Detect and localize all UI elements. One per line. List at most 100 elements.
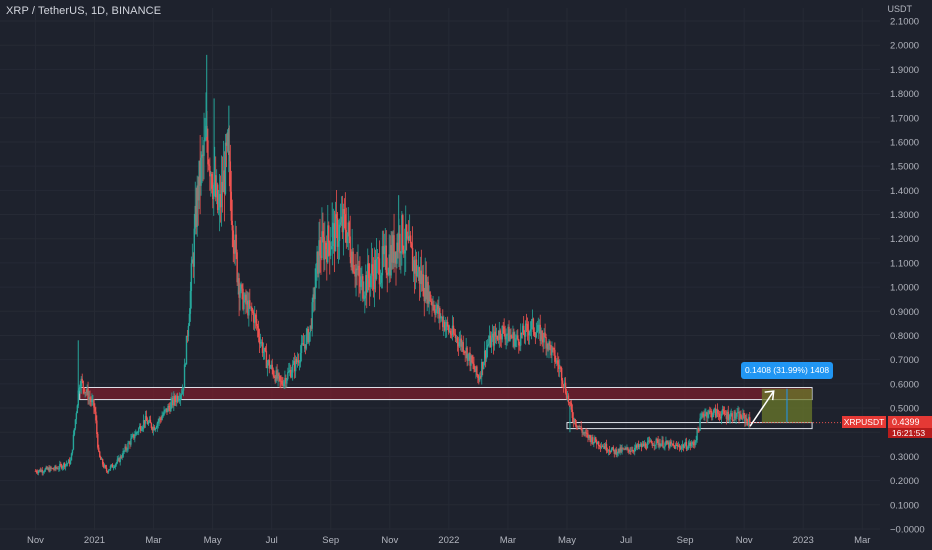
candle-body [197,185,199,201]
candle-body [401,215,403,253]
candle-body [258,336,261,344]
candle-body [61,464,63,469]
candle-body [506,334,508,337]
price-countdown: 16:21:53 [888,428,932,438]
candle-body [210,174,212,177]
candle-body [158,418,160,422]
candle-body [599,446,602,448]
candle-body [651,443,653,446]
resistance-zone[interactable] [79,386,813,401]
candle-body [724,413,727,415]
candle-body [177,395,179,401]
candle-body [417,267,420,272]
candle-body [292,361,295,365]
y-tick-label: 2.1000 [890,17,919,28]
candle-body [691,442,693,445]
candle-body [294,358,297,372]
candle-body [571,409,574,418]
candle-body [43,471,45,473]
candle-body [726,411,729,419]
candle-body [153,426,156,431]
candle-body [165,408,167,410]
candle-body [318,240,320,274]
candle-body [192,259,195,267]
candle-body [393,235,395,263]
candle-body [155,427,157,429]
candle-body [384,245,386,247]
x-axis: Nov 2021 Mar May Jul Sep Nov 2022 Mar May Jul Sep No… [27,535,870,546]
candle-body [741,418,743,420]
candle-body [485,347,488,359]
candle-body [154,428,156,431]
candle-body [437,305,439,314]
candle-body [145,416,148,421]
candle-body [344,214,347,231]
candle-body [579,426,581,428]
candle-body [590,437,592,443]
y-tick-label: 0.8000 [890,331,919,342]
y-tick-label: 1.0000 [890,283,919,294]
candle-body [712,410,715,416]
candle-body [665,440,667,444]
candle-body [274,376,276,382]
candle-body [269,367,271,369]
candle-body [601,446,604,448]
candle-body [626,447,628,449]
candle-body [403,249,405,254]
candle-body [682,444,685,448]
candle-body [539,324,541,341]
candle-body [610,449,613,453]
candle-body [549,341,551,346]
candle-body [504,333,506,340]
candle-body [62,466,64,469]
x-tick-label: Nov [27,535,44,546]
candle-body [507,326,509,335]
candle-body [249,300,251,307]
arrow-head-icon [764,390,775,401]
candle-body [483,350,486,363]
candle-body [585,432,587,434]
candle-body [743,412,745,415]
candle-body [216,184,219,211]
candle-body [75,413,78,420]
candle-body [172,398,174,406]
candle-body [563,382,566,387]
candle-body [442,316,444,328]
candle-body [146,420,149,425]
candle-body [80,378,82,387]
candle-body [557,360,559,365]
y-tick-label: 1.9000 [890,65,919,76]
candle-body [215,175,217,198]
candle-body [348,222,350,237]
y-axis-unit: USDT [887,4,913,14]
candle-body [105,467,108,472]
candle-body [88,397,90,400]
candle-body [740,413,742,419]
candle-body [434,310,436,315]
measure-label[interactable]: 0.1408 (31.99%) 1408 [741,362,833,379]
trend-arrow-line[interactable] [749,390,775,427]
candle-body [292,364,294,373]
candle-body [195,205,197,227]
candle-body [543,332,545,343]
candle-body [487,343,490,345]
candle-body [747,420,749,426]
candle-body [279,375,281,381]
candle-body [193,228,195,267]
candle-body [607,450,610,452]
candle-body [594,437,596,443]
candle-body [92,399,94,401]
candle-body [643,443,646,447]
candle-body [182,387,185,391]
candle-body [214,175,216,185]
candle-body [407,236,410,241]
support-zone[interactable] [566,422,813,430]
candle-body [408,235,411,241]
candle-body [350,256,352,268]
candle-body [605,443,608,451]
x-tick-label: Mar [854,535,870,546]
candle-body [456,337,459,343]
candle-body [670,441,672,444]
candle-body [83,387,85,394]
